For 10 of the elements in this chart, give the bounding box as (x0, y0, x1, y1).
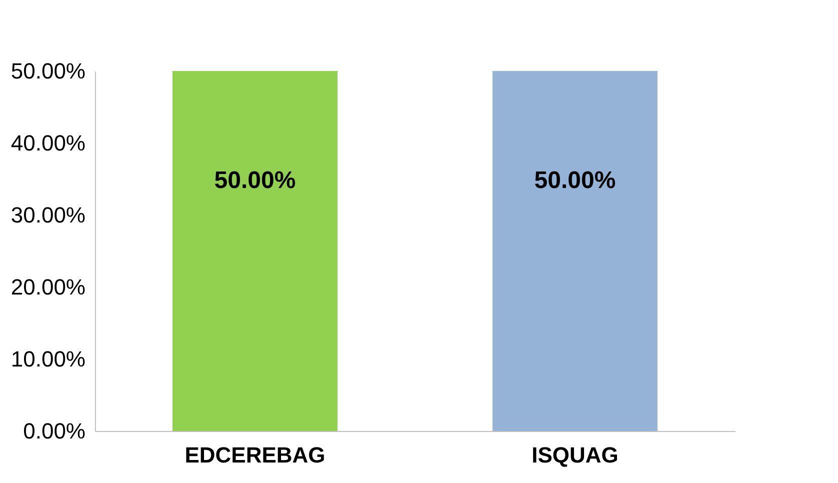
y-tick-label: 30.00% (10, 202, 86, 228)
y-tick-label: 20.00% (10, 274, 86, 300)
x-tick-label: EDCEREBAG (184, 442, 326, 468)
data-label: 50.00% (214, 167, 296, 194)
y-tick-label: 0.00% (23, 418, 86, 444)
y-tick-label: 40.00% (10, 130, 86, 156)
x-tick-label: ISQUAG (532, 442, 618, 468)
y-tick-label: 50.00% (10, 58, 86, 84)
data-label: 50.00% (534, 167, 616, 194)
y-tick-label: 10.00% (10, 346, 86, 372)
